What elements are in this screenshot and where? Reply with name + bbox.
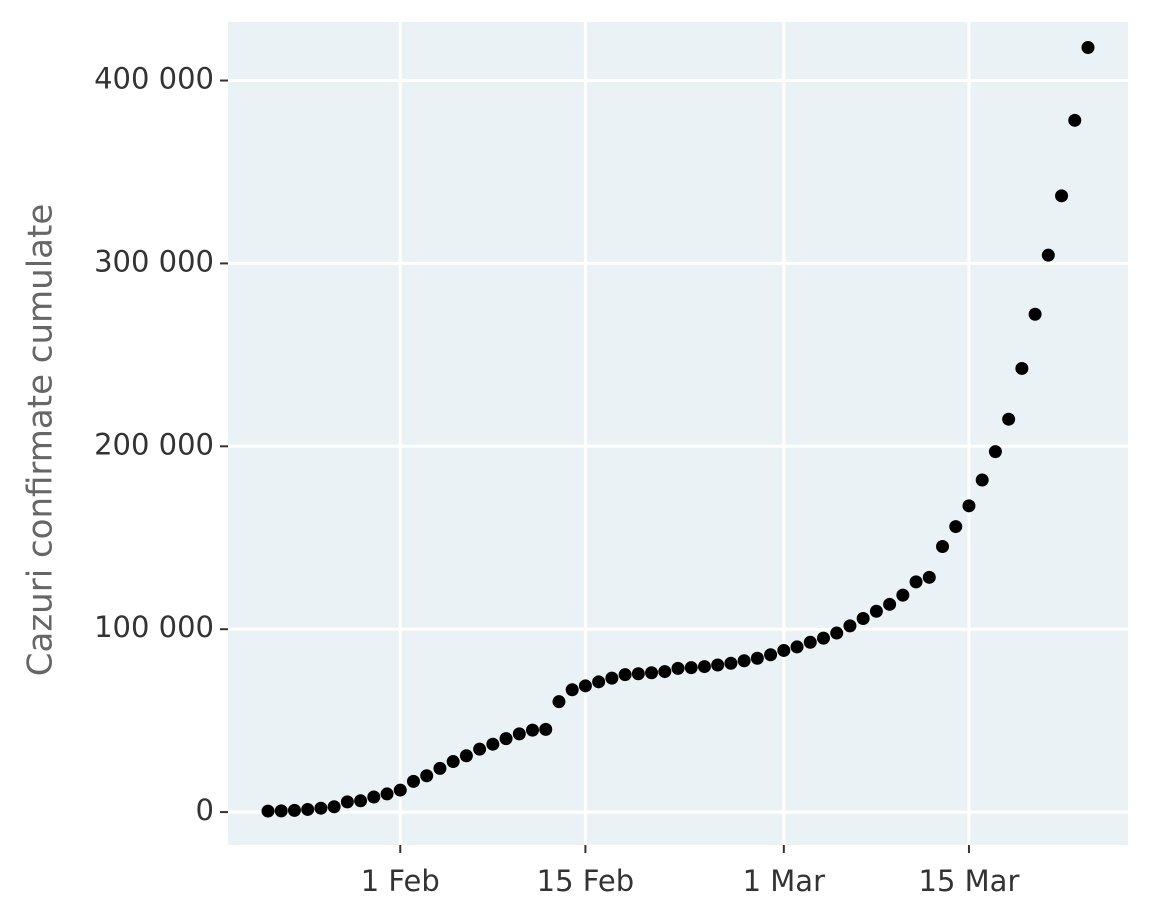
x-tick-label: 1 Mar: [743, 864, 825, 898]
x-tick-label: 1 Feb: [361, 864, 440, 898]
point: [618, 668, 632, 682]
plot-panel: [228, 22, 1128, 845]
point: [697, 660, 711, 674]
point: [1081, 41, 1095, 55]
point: [671, 661, 685, 675]
point: [367, 790, 381, 804]
point: [631, 667, 645, 681]
point: [301, 802, 315, 816]
point: [922, 570, 936, 584]
point: [578, 679, 592, 693]
point: [658, 665, 672, 679]
point: [274, 804, 288, 818]
point: [314, 801, 328, 815]
point: [843, 619, 857, 633]
point: [724, 656, 738, 670]
point: [406, 774, 420, 788]
point: [512, 727, 526, 741]
point: [473, 742, 487, 756]
x-tick-label: 15 Mar: [919, 864, 1020, 898]
point: [896, 588, 910, 602]
point: [380, 787, 394, 801]
y-tick-label: 0: [196, 793, 214, 827]
point: [459, 749, 473, 763]
point: [539, 722, 553, 736]
point: [1028, 307, 1042, 321]
point: [988, 445, 1002, 459]
point: [354, 794, 368, 808]
point: [393, 783, 407, 797]
y-tick-label: 400 000: [94, 62, 214, 96]
point: [803, 635, 817, 649]
y-axis-label: Cazuri confirmate cumulate: [21, 204, 61, 677]
point: [420, 769, 434, 783]
point: [552, 695, 566, 709]
point: [645, 666, 659, 680]
point: [1002, 412, 1016, 426]
x-tick-label: 15 Feb: [537, 864, 634, 898]
point: [261, 804, 275, 818]
point: [592, 675, 606, 689]
point: [605, 671, 619, 685]
point: [1068, 113, 1082, 127]
point: [816, 631, 830, 645]
y-tick-label: 300 000: [94, 244, 214, 278]
point: [1055, 189, 1069, 203]
point: [711, 658, 725, 672]
point: [486, 737, 500, 751]
point: [869, 604, 883, 618]
point: [750, 651, 764, 665]
point: [856, 611, 870, 625]
point: [936, 540, 950, 554]
point: [909, 575, 923, 589]
point: [949, 520, 963, 534]
point: [777, 643, 791, 657]
point: [526, 723, 540, 737]
point: [446, 755, 460, 769]
point: [975, 473, 989, 487]
point: [499, 732, 513, 746]
point: [1015, 361, 1029, 375]
point: [433, 761, 447, 775]
y-tick-label: 200 000: [94, 427, 214, 461]
point: [287, 803, 301, 817]
point: [962, 499, 976, 513]
point: [684, 661, 698, 675]
point: [830, 626, 844, 640]
point: [790, 640, 804, 654]
point: [327, 800, 341, 814]
point: [764, 648, 778, 662]
y-tick-label: 100 000: [94, 610, 214, 644]
point: [737, 654, 751, 668]
point: [565, 683, 579, 697]
point: [1041, 248, 1055, 262]
point: [340, 795, 354, 809]
point: [883, 597, 897, 611]
